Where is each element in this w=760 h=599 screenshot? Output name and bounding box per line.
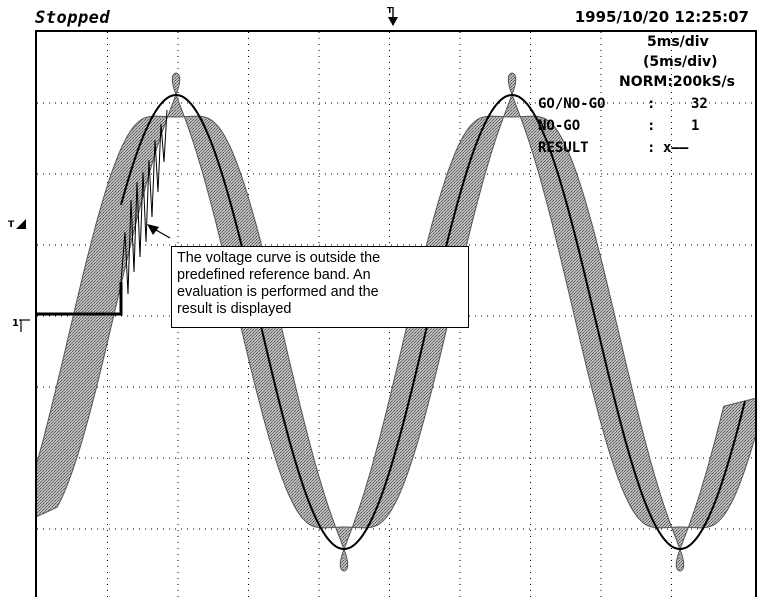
timebase-label: 5ms/div [647, 34, 709, 50]
oscilloscope-screen: 5ms/div (5ms/div) NORM:200kS/s GO/NO-GO … [35, 30, 757, 599]
glitch-trace [120, 109, 168, 295]
trigger-level-marker: T [8, 216, 30, 230]
result-label: RESULT [538, 140, 589, 156]
reference-band [37, 72, 755, 572]
svg-text:1: 1 [12, 318, 19, 329]
callout-line: The voltage curve is outside the [177, 250, 381, 266]
callout-line: evaluation is performed and the [177, 284, 379, 300]
acquisition-status: Stopped [35, 8, 111, 28]
result-value: x—— [663, 140, 689, 156]
timebase-paren-label: (5ms/div) [643, 54, 718, 70]
channel1-ground-marker: 1 [12, 316, 34, 334]
gonogo-count-sep: : [647, 96, 656, 112]
gonogo-count-value: 32 [691, 96, 708, 112]
status-bar: Stopped T 1995/10/20 12:25:07 [0, 0, 760, 30]
nogo-count-sep: : [647, 118, 656, 134]
pretrigger-trace [37, 282, 123, 316]
nogo-count-value: 1 [691, 118, 700, 134]
result-sep: : [647, 140, 656, 156]
annotation-callout: The voltage curve is outside the predefi… [171, 246, 469, 328]
nogo-count-label: NO-GO [538, 118, 581, 134]
svg-text:T: T [387, 6, 393, 15]
timestamp: 1995/10/20 12:25:07 [574, 8, 749, 26]
svg-text:T: T [8, 220, 15, 230]
trigger-position-icon: T [387, 6, 398, 26]
trigger-level-icon: T [8, 219, 26, 230]
callout-line: predefined reference band. An [177, 267, 371, 283]
gonogo-count-label: GO/NO-GO [538, 96, 606, 112]
sampling-rate-label: NORM:200kS/s [619, 74, 735, 90]
callout-line: result is displayed [177, 301, 292, 317]
callout-arrowhead-icon [147, 224, 159, 235]
ground-icon: 1 [12, 318, 30, 332]
